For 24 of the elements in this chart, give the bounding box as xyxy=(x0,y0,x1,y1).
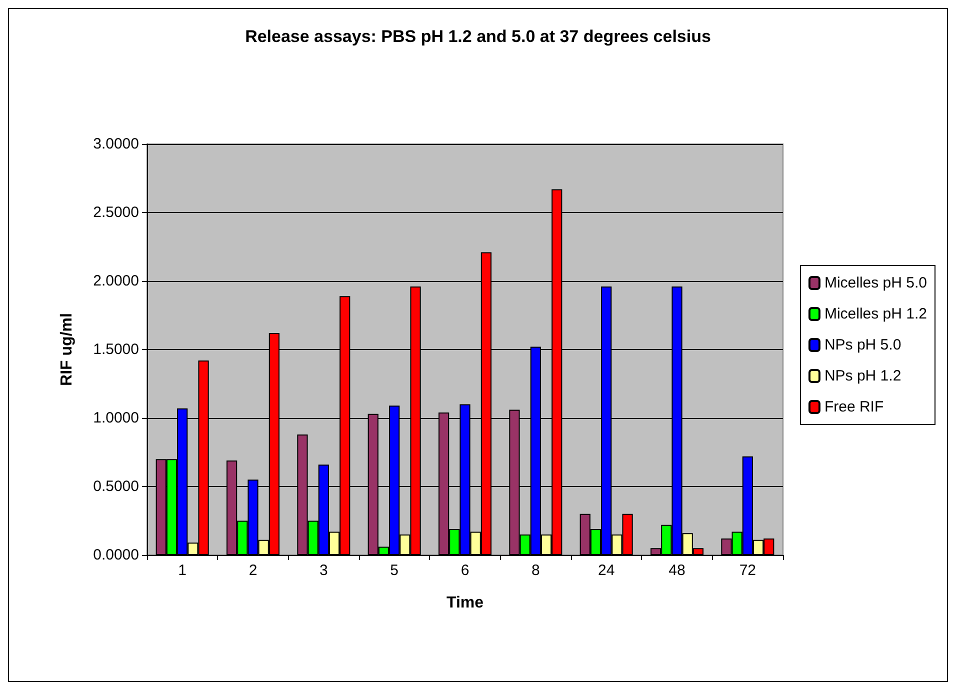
x-tick-label: 24 xyxy=(598,562,615,579)
legend-label: Micelles pH 5.0 xyxy=(824,274,928,292)
y-tick-label: 2.0000 xyxy=(93,272,139,290)
x-tick-label: 1 xyxy=(178,562,187,579)
y-tick-label: 3.0000 xyxy=(93,136,139,152)
y-tick-label: 0.0000 xyxy=(93,546,139,564)
legend-label: NPs pH 5.0 xyxy=(824,336,902,354)
legend-label: NPs pH 1.2 xyxy=(824,368,902,384)
y-axis-title: RIF ug/ml xyxy=(58,313,76,386)
x-axis-title: Time xyxy=(446,594,484,612)
x-tick-label: 5 xyxy=(390,562,399,579)
x-tick-label: 8 xyxy=(531,562,540,579)
y-tick-label: 0.5000 xyxy=(93,478,139,495)
legend-label: Free RIF xyxy=(824,398,884,416)
y-tick-label: 2.5000 xyxy=(93,204,139,221)
x-tick-label: 6 xyxy=(460,562,470,579)
y-tick-label: 1.0000 xyxy=(93,410,139,426)
y-tick-label: 1.5000 xyxy=(93,341,139,358)
chart-title: Release assays: PBS pH 1.2 and 5.0 at 37 degrees celsius xyxy=(245,27,711,46)
x-tick-label: 3 xyxy=(319,562,328,579)
x-tick-label: 72 xyxy=(739,562,756,579)
x-tick-label: 48 xyxy=(668,562,686,579)
x-tick-label: 2 xyxy=(248,562,258,579)
legend-label: Micelles pH 1.2 xyxy=(824,306,928,322)
